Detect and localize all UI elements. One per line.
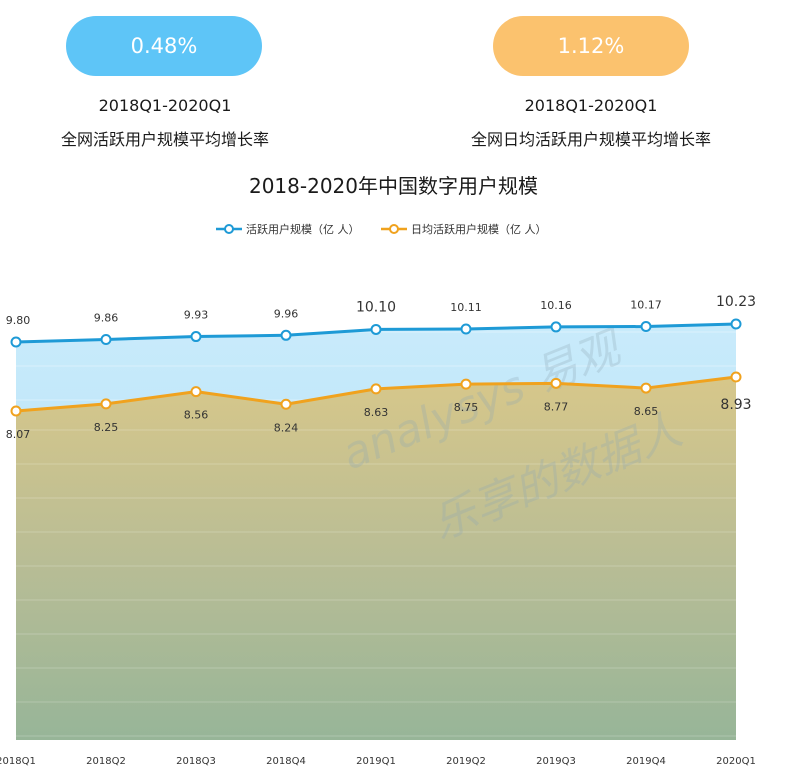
daily-value-label: 8.24: [274, 421, 299, 434]
x-tick-label: 2018Q3: [176, 756, 216, 767]
daily-point-2018Q1: [10, 405, 22, 417]
active-value-label: 10.10: [356, 299, 396, 315]
x-tick-label: 2020Q1: [716, 756, 756, 767]
daily-value-label: 8.93: [720, 397, 751, 413]
x-tick-label: 2018Q2: [86, 756, 126, 767]
daily-value-label: 8.75: [454, 401, 479, 414]
legend-marker: [224, 224, 234, 234]
x-tick-label: 2019Q4: [626, 756, 666, 767]
kpi-active-description: 全网活跃用户规模平均增长率: [60, 130, 269, 149]
kpi-daily-description: 全网日均活跃用户规模平均增长率: [470, 130, 711, 149]
daily-value-label: 8.77: [544, 400, 569, 413]
kpi-daily-growth-badge: 1.12%: [493, 16, 689, 76]
daily-point-2019Q3: [550, 377, 562, 389]
x-tick-label: 2018Q1: [0, 756, 36, 767]
daily-point-2018Q4: [280, 398, 292, 410]
daily-value-label: 8.56: [184, 409, 209, 422]
chart-title: 2018-2020年中国数字用户规模: [248, 174, 538, 198]
daily-value-label: 8.07: [6, 428, 31, 441]
daily-point-2020Q1: [730, 371, 742, 383]
active-value-label: 10.23: [716, 294, 756, 310]
legend-marker: [389, 224, 399, 234]
active-point-2019Q2: [460, 323, 472, 335]
active-point-2018Q3: [190, 331, 202, 343]
legend-label: 日均活跃用户规模（亿 人）: [411, 222, 547, 236]
daily-point-2019Q4: [640, 382, 652, 394]
daily-point-2019Q2: [460, 378, 472, 390]
active-value-label: 9.86: [94, 311, 119, 324]
daily-value-label: 8.25: [94, 421, 119, 434]
active-value-label: 9.96: [274, 307, 299, 320]
daily-value-label: 8.63: [364, 406, 389, 419]
x-tick-label: 2019Q2: [446, 756, 486, 767]
active-value-label: 10.11: [450, 301, 482, 314]
active-point-2019Q3: [550, 321, 562, 333]
kpi-active-period: 2018Q1-2020Q1: [98, 96, 232, 115]
daily-point-2019Q1: [370, 383, 382, 395]
active-point-2020Q1: [730, 318, 742, 330]
active-point-2018Q1: [10, 336, 22, 348]
active-value-label: 10.16: [540, 299, 572, 312]
daily-point-2018Q3: [190, 386, 202, 398]
kpi-daily-period: 2018Q1-2020Q1: [524, 96, 658, 115]
active-value-label: 9.80: [6, 314, 31, 327]
active-point-2019Q1: [370, 323, 382, 335]
x-tick-label: 2018Q4: [266, 756, 306, 767]
active-value-label: 9.93: [184, 309, 209, 322]
legend-label: 活跃用户规模（亿 人）: [246, 222, 360, 236]
active-point-2018Q2: [100, 333, 112, 345]
active-value-label: 10.17: [630, 299, 662, 312]
kpi-active-growth-badge: 0.48%: [66, 16, 262, 76]
x-tick-label: 2019Q3: [536, 756, 576, 767]
active-point-2018Q4: [280, 329, 292, 341]
daily-value-label: 8.65: [634, 405, 659, 418]
daily-point-2018Q2: [100, 398, 112, 410]
active-point-2019Q4: [640, 321, 652, 333]
daily-active-users-area: [16, 377, 736, 740]
x-tick-label: 2019Q1: [356, 756, 396, 767]
